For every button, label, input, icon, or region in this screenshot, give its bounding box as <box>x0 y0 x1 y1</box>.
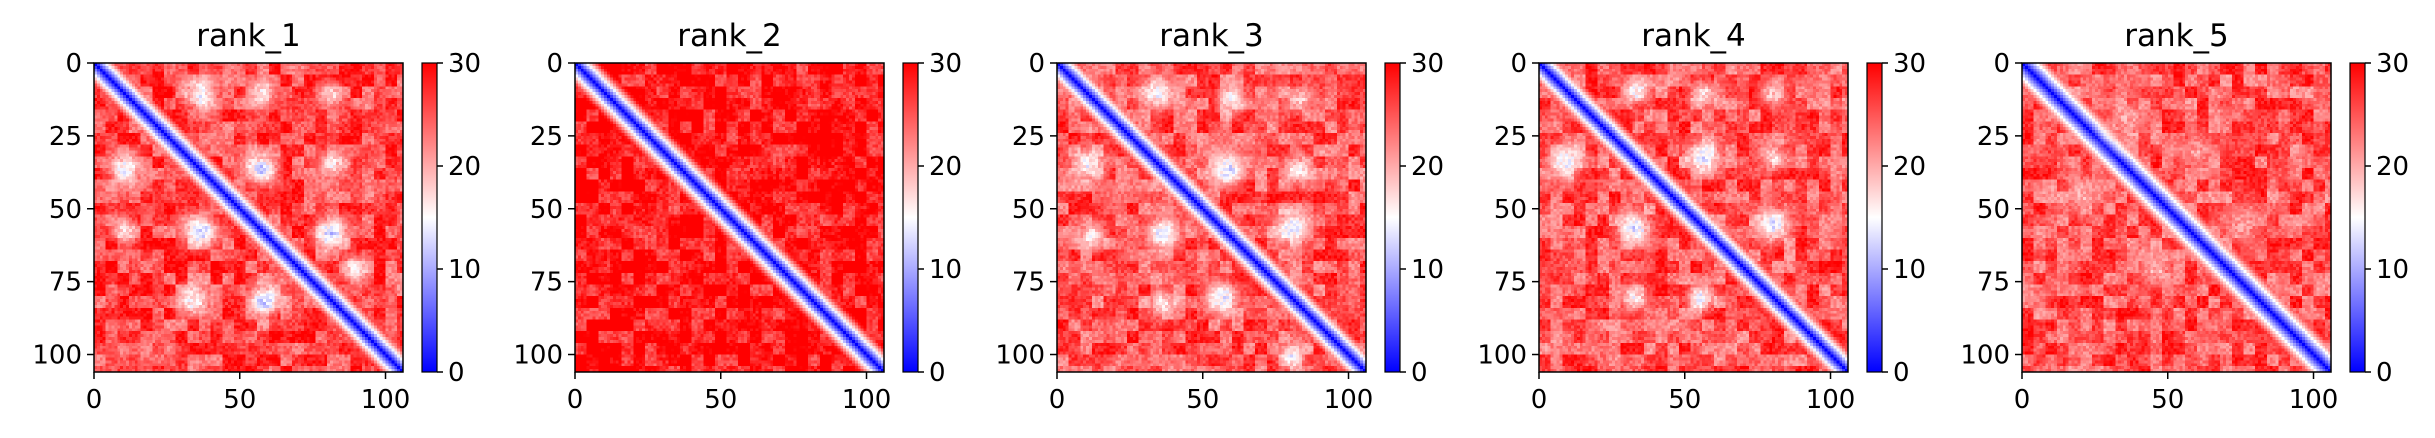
colorbar-tick-label: 0 <box>2376 358 2393 388</box>
y-tick-label: 50 <box>530 195 563 225</box>
y-tick-label: 0 <box>546 49 563 79</box>
colorbar-tick-label: 20 <box>929 152 962 182</box>
y-tick-label: 0 <box>65 49 82 79</box>
colorbar-tick-label: 10 <box>2376 255 2409 285</box>
y-tick-label: 75 <box>1012 268 1045 298</box>
y-tick-label: 0 <box>1028 49 1045 79</box>
panel-title: rank_4 <box>1641 18 1746 54</box>
panel-title: rank_2 <box>677 18 782 54</box>
colorbar-tick-label: 30 <box>1893 49 1926 79</box>
colorbar-tick-label: 10 <box>1893 255 1926 285</box>
y-tick-label: 50 <box>1494 195 1527 225</box>
colorbar <box>1866 62 1883 373</box>
heatmap-cells <box>575 63 884 372</box>
colorbar-tick-label: 10 <box>1411 255 1444 285</box>
x-tick-label: 50 <box>1186 385 1219 415</box>
colorbar-tick-label: 30 <box>929 49 962 79</box>
colorbar-tick-label: 30 <box>2376 49 2409 79</box>
x-tick-label: 0 <box>1049 385 1066 415</box>
panel-title: rank_5 <box>2124 18 2229 54</box>
x-tick-label: 100 <box>361 385 411 415</box>
panel-title: rank_1 <box>196 18 301 54</box>
x-tick-label: 0 <box>86 385 103 415</box>
heatmap-cells <box>1539 63 1848 372</box>
y-tick-label: 100 <box>995 341 1045 371</box>
y-tick-label: 25 <box>1012 122 1045 152</box>
y-tick-label: 100 <box>513 341 563 371</box>
y-tick-label: 100 <box>32 341 82 371</box>
colorbar-tick-label: 20 <box>448 152 481 182</box>
y-tick-label: 50 <box>1012 195 1045 225</box>
x-tick-label: 50 <box>223 385 256 415</box>
colorbar <box>1384 62 1401 373</box>
y-tick-label: 75 <box>49 268 82 298</box>
x-tick-label: 50 <box>704 385 737 415</box>
colorbar <box>421 62 438 373</box>
axes-frame <box>1538 62 1849 373</box>
colorbar-tick-label: 10 <box>929 255 962 285</box>
heatmap-cells <box>94 63 403 372</box>
colorbar-tick-label: 20 <box>1411 152 1444 182</box>
x-tick-label: 100 <box>2289 385 2339 415</box>
colorbar-tick-label: 0 <box>448 358 465 388</box>
colorbar-tick-label: 30 <box>1411 49 1444 79</box>
colorbar <box>2349 62 2366 373</box>
heatmap-cells <box>1057 63 1366 372</box>
x-tick-label: 0 <box>567 385 584 415</box>
colorbar-tick-label: 0 <box>929 358 946 388</box>
colorbar-tick-label: 0 <box>1893 358 1910 388</box>
x-tick-label: 100 <box>842 385 892 415</box>
panel-title: rank_3 <box>1159 18 1264 54</box>
y-tick-label: 0 <box>1993 49 2010 79</box>
y-tick-label: 75 <box>1494 268 1527 298</box>
colorbar-tick-label: 10 <box>448 255 481 285</box>
axes-frame <box>93 62 404 373</box>
axes-frame <box>574 62 885 373</box>
y-tick-label: 50 <box>49 195 82 225</box>
y-tick-label: 25 <box>1494 122 1527 152</box>
y-tick-label: 100 <box>1960 341 2010 371</box>
y-tick-label: 50 <box>1977 195 2010 225</box>
x-tick-label: 0 <box>2014 385 2031 415</box>
colorbar-tick-label: 0 <box>1411 358 1428 388</box>
y-tick-label: 100 <box>1477 341 1527 371</box>
colorbar-tick-label: 20 <box>2376 152 2409 182</box>
y-tick-label: 25 <box>530 122 563 152</box>
colorbar-tick-label: 30 <box>448 49 481 79</box>
axes-frame <box>1056 62 1367 373</box>
y-tick-label: 75 <box>1977 268 2010 298</box>
y-tick-label: 25 <box>1977 122 2010 152</box>
x-tick-label: 50 <box>2151 385 2184 415</box>
y-tick-label: 0 <box>1510 49 1527 79</box>
x-tick-label: 100 <box>1806 385 1856 415</box>
x-tick-label: 50 <box>1668 385 1701 415</box>
x-tick-label: 100 <box>1324 385 1374 415</box>
y-tick-label: 75 <box>530 268 563 298</box>
y-tick-label: 25 <box>49 122 82 152</box>
colorbar-tick-label: 20 <box>1893 152 1926 182</box>
x-tick-label: 0 <box>1531 385 1548 415</box>
colorbar <box>902 62 919 373</box>
axes-frame <box>2021 62 2332 373</box>
heatmap-cells <box>2022 63 2331 372</box>
